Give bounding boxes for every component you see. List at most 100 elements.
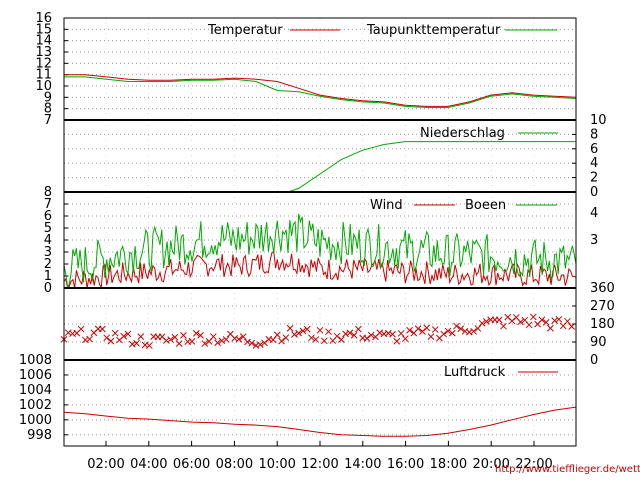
- x-tick-label: 14:00: [344, 457, 381, 472]
- wind-direction-point: [474, 325, 482, 332]
- source-url[interactable]: http://www.tiefflieger.de/wetter/: [495, 464, 640, 475]
- y-tick-label: 5: [44, 221, 52, 236]
- y-tick-label-right: 3: [590, 233, 598, 248]
- wind-direction-point: [393, 337, 401, 345]
- wind-direction-point: [564, 317, 571, 325]
- wind-direction-point: [448, 329, 456, 337]
- wind-direction-point: [167, 336, 175, 343]
- wind-direction-point: [303, 325, 311, 333]
- wind-direction-point: [256, 341, 264, 348]
- y-tick-label: 4: [44, 233, 52, 248]
- wind-direction-point: [231, 334, 239, 342]
- y-tick-label: 7: [44, 197, 52, 212]
- wind-direction-point: [555, 315, 563, 323]
- wind-direction-point: [355, 325, 362, 333]
- wind-direction-point: [192, 330, 200, 337]
- wind-direction-point: [137, 333, 145, 340]
- series-temperatur: [64, 74, 577, 107]
- wind-direction-point: [453, 322, 460, 330]
- wind-direction-point: [397, 330, 405, 337]
- wind-direction-point: [529, 313, 537, 321]
- wind-direction-point: [99, 325, 106, 333]
- wind-direction-point: [235, 335, 243, 343]
- wind-direction-point: [103, 334, 111, 342]
- wind-direction-point: [308, 334, 315, 342]
- wind-direction-point: [444, 327, 452, 335]
- wind-direction-point: [107, 337, 115, 345]
- wind-direction-point: [299, 327, 307, 335]
- wind-direction-point: [214, 339, 221, 347]
- series-boeen: [63, 213, 577, 289]
- y-tick-label: 2: [44, 257, 52, 272]
- x-tick-label: 08:00: [216, 457, 253, 472]
- y-tick-label-right: 2: [590, 171, 598, 186]
- wind-direction-point: [128, 340, 136, 348]
- wind-direction-point: [346, 329, 354, 337]
- y-tick-label: 15: [35, 22, 52, 37]
- y-tick-label-right: 90: [590, 335, 607, 350]
- wind-direction-point: [542, 319, 550, 326]
- wind-direction-point: [568, 323, 576, 330]
- wind-direction-point: [316, 326, 324, 334]
- wind-direction-point: [337, 336, 345, 343]
- wind-direction-point: [120, 332, 128, 340]
- wind-direction-point: [384, 329, 392, 337]
- wind-direction-point: [457, 325, 465, 333]
- x-tick-label: 22:00: [515, 457, 552, 472]
- wind-direction-point: [111, 329, 119, 337]
- wind-direction-point: [81, 336, 89, 344]
- y-tick-label-right: 0: [590, 353, 598, 368]
- wind-direction-point: [124, 330, 132, 338]
- y-tick-label: 8: [44, 185, 52, 200]
- y-tick-label: 1006: [19, 368, 52, 383]
- wind-direction-point: [175, 340, 183, 348]
- wind-direction-point: [180, 332, 187, 339]
- wind-direction-point: [133, 339, 140, 347]
- wind-direction-point: [291, 331, 298, 338]
- wind-direction-point: [406, 326, 413, 334]
- wind-direction-point: [389, 330, 396, 338]
- wind-direction-point: [376, 329, 384, 337]
- wind-direction-point: [312, 336, 320, 343]
- y-tick-label-right: 180: [590, 317, 615, 332]
- wind-direction-point: [218, 337, 226, 345]
- y-tick-label-right: 6: [590, 142, 598, 157]
- legend-label: Wind: [370, 198, 403, 213]
- y-tick-label: 10: [35, 79, 52, 94]
- wind-direction-point: [517, 318, 524, 326]
- y-tick-label: 12: [35, 56, 52, 71]
- x-tick-label: 18:00: [430, 457, 467, 472]
- wind-direction-point: [431, 326, 439, 333]
- series-wind: [63, 251, 577, 290]
- wind-direction-point: [320, 337, 328, 345]
- wind-direction-point: [538, 316, 546, 324]
- legend-label: Temperatur: [207, 23, 283, 38]
- wind-direction-point: [286, 324, 294, 332]
- x-tick-label: 12:00: [301, 457, 338, 472]
- series-luftdruck: [63, 406, 577, 437]
- wind-direction-point: [86, 335, 93, 343]
- panel-4: 0 90 180 270 360: [60, 281, 615, 368]
- wind-direction-point: [414, 325, 422, 332]
- wind-direction-point: [363, 335, 371, 342]
- y-tick-label: 1002: [19, 398, 52, 413]
- y-tick-label-right: 270: [590, 299, 615, 314]
- wind-direction-point: [440, 330, 448, 338]
- wind-direction-point: [401, 335, 409, 343]
- wind-direction-point: [209, 333, 217, 340]
- wind-direction-point: [547, 324, 554, 332]
- wind-direction-point: [478, 319, 486, 327]
- x-tick-label: 20:00: [472, 457, 509, 472]
- wind-direction-point: [500, 322, 507, 330]
- x-tick-label: 16:00: [387, 457, 424, 472]
- wind-direction-point: [201, 340, 209, 347]
- wind-direction-point: [350, 331, 358, 339]
- x-tick-label: 04:00: [130, 457, 167, 472]
- y-tick-label: 0: [44, 281, 52, 296]
- y-tick-label: 14: [35, 34, 52, 49]
- wind-direction-point: [495, 316, 503, 324]
